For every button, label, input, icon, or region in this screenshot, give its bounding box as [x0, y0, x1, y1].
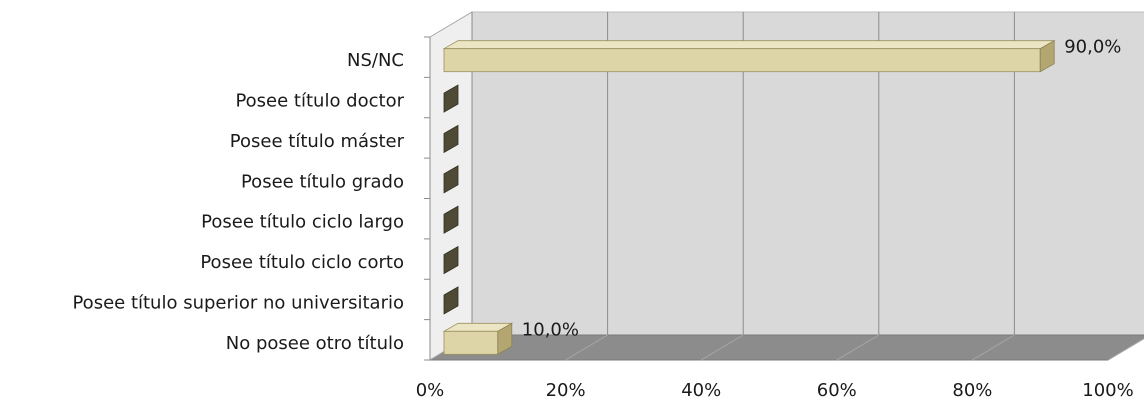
bars [442, 39, 1056, 356]
bar-0 [442, 322, 514, 356]
bar-5 [443, 124, 459, 154]
bar-1 [443, 286, 459, 315]
data-label-0: 10,0% [522, 319, 579, 340]
bar-side-0 [497, 322, 513, 356]
category-label-6: Posee título doctor [235, 91, 404, 112]
bar-zero-4 [443, 165, 459, 194]
x-tick-label-5: 100% [1082, 380, 1133, 401]
category-labels: No posee otro título Posee título superio… [72, 50, 404, 354]
category-label-0: No posee otro título [226, 333, 404, 354]
category-label-2: Posee título ciclo corto [200, 252, 404, 273]
x-tick-label-3: 60% [817, 380, 857, 401]
bar-zero-1 [443, 286, 459, 315]
category-label-5: Posee título máster [230, 131, 405, 152]
bar-top-7 [442, 40, 1056, 50]
bar-zero-5 [443, 124, 459, 154]
gridline-floor-5 [1107, 337, 1144, 361]
x-tick-label-4: 80% [952, 380, 992, 401]
bar-zero-3 [443, 205, 459, 234]
bar-zero-6 [443, 84, 459, 113]
x-axis-ticks: 0% 20% 40% 60% 80% 100% [416, 380, 1134, 401]
data-label-7: 90,0% [1064, 37, 1121, 58]
gridline-floor-4 [972, 334, 1015, 361]
bar-3 [443, 205, 459, 234]
x-tick-label-2: 40% [681, 380, 721, 401]
gridline-floor-3 [836, 334, 880, 361]
gridline-floor-2 [700, 334, 744, 361]
bar-2 [443, 245, 459, 275]
bar-front-0 [443, 330, 499, 355]
category-label-1: Posee título superior no universitario [72, 292, 404, 313]
bar-4 [443, 165, 459, 194]
chart-walls [428, 11, 1144, 361]
category-label-7: NS/NC [347, 50, 404, 71]
data-labels: 10,0% 90,0% [522, 37, 1122, 341]
x-tick-label-1: 20% [546, 380, 586, 401]
x-tick-label-0: 0% [416, 380, 445, 401]
bar-side-7 [1039, 39, 1055, 73]
bar-7 [442, 39, 1056, 73]
bar-front-7 [443, 48, 1041, 73]
bar-6 [443, 84, 459, 113]
bar-zero-2 [443, 245, 459, 275]
gridline-floor-1 [565, 334, 608, 361]
category-label-3: Posee título ciclo largo [201, 212, 404, 233]
category-label-4: Posee título grado [241, 171, 404, 192]
